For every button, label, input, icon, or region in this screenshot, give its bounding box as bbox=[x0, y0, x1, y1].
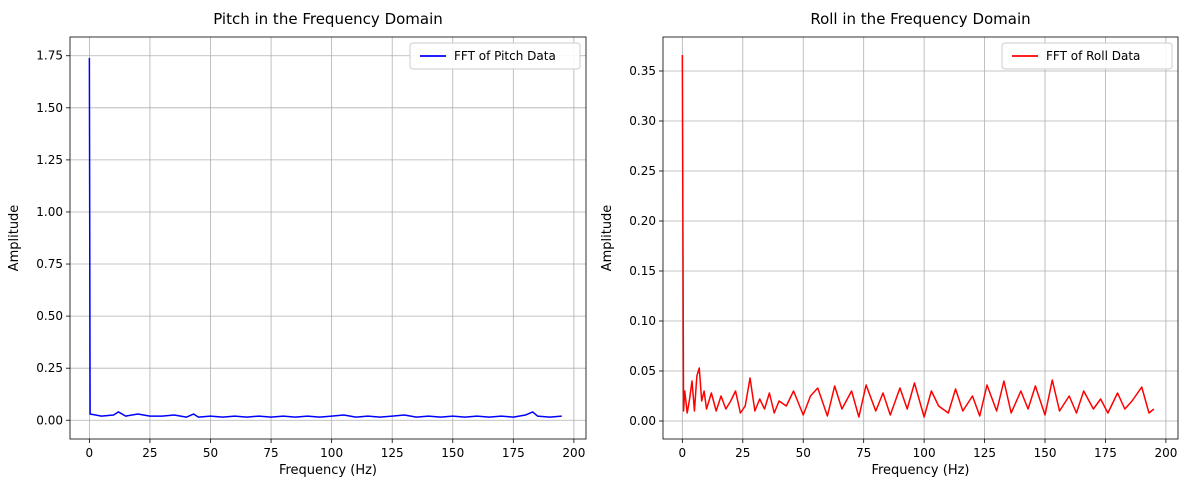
x-tick-label-0: 0 bbox=[679, 446, 687, 460]
x-tick-label-3: 75 bbox=[856, 446, 871, 460]
y-tick-label-5: 0.25 bbox=[629, 164, 656, 178]
y-tick-label-4: 1.00 bbox=[36, 205, 63, 219]
series-line-0 bbox=[681, 54, 1155, 418]
y-tick-label-3: 0.15 bbox=[629, 264, 656, 278]
chart-panels: 0 25 50 75 100 125 150 175 200 0.00 0.25 0.50 0.75 1.… bbox=[7, 10, 1179, 478]
x-tick-label-2: 50 bbox=[203, 446, 218, 460]
x-tick-label-8: 200 bbox=[1154, 446, 1177, 460]
x-tick-label-5: 125 bbox=[381, 446, 404, 460]
y-tick-label-6: 1.50 bbox=[36, 101, 63, 115]
y-tick-label-1: 0.25 bbox=[36, 361, 63, 375]
legend-label: FFT of Pitch Data bbox=[454, 49, 556, 63]
x-tick-label-2: 50 bbox=[796, 446, 811, 460]
chart-1: 0 25 50 75 100 125 150 175 200 0.00 0.05 0.10 0.15 0.… bbox=[600, 10, 1179, 478]
x-tick-label-7: 175 bbox=[1094, 446, 1117, 460]
legend-box bbox=[409, 42, 581, 70]
y-tick-label-2: 0.10 bbox=[629, 314, 656, 328]
y-tick-label-7: 0.35 bbox=[629, 64, 656, 78]
x-tick-label-1: 25 bbox=[142, 446, 157, 460]
x-tick-label-5: 125 bbox=[973, 446, 996, 460]
chart-title: Roll in the Frequency Domain bbox=[810, 10, 1030, 28]
legend-box bbox=[1001, 42, 1173, 70]
axes-frame bbox=[662, 36, 1179, 440]
y-tick-label-2: 0.50 bbox=[36, 309, 63, 323]
y-tick-label-4: 0.20 bbox=[629, 214, 656, 228]
axes-frame bbox=[69, 36, 587, 440]
x-tick-label-7: 175 bbox=[502, 446, 525, 460]
y-tick-label-0: 0.00 bbox=[629, 414, 656, 428]
y-tick-label-1: 0.05 bbox=[629, 364, 656, 378]
y-tick-label-7: 1.75 bbox=[36, 49, 63, 63]
legend-label: FFT of Roll Data bbox=[1046, 49, 1140, 63]
x-tick-label-1: 25 bbox=[735, 446, 750, 460]
x-tick-label-8: 200 bbox=[562, 446, 585, 460]
x-axis-label: Frequency (Hz) bbox=[871, 463, 969, 478]
x-tick-label-6: 150 bbox=[1034, 446, 1057, 460]
y-axis-label: Amplitude bbox=[600, 205, 615, 272]
chart-title: Pitch in the Frequency Domain bbox=[213, 10, 443, 28]
y-tick-label-3: 0.75 bbox=[36, 257, 63, 271]
x-tick-label-4: 100 bbox=[320, 446, 343, 460]
y-tick-label-0: 0.00 bbox=[36, 413, 63, 427]
chart-0: 0 25 50 75 100 125 150 175 200 0.00 0.25 0.50 0.75 1.… bbox=[7, 10, 587, 478]
legend: FFT of Roll Data bbox=[1001, 42, 1173, 70]
x-tick-label-6: 150 bbox=[441, 446, 464, 460]
x-tick-label-0: 0 bbox=[86, 446, 94, 460]
y-tick-label-6: 0.30 bbox=[629, 114, 656, 128]
x-axis-label: Frequency (Hz) bbox=[279, 463, 377, 478]
legend: FFT of Pitch Data bbox=[409, 42, 581, 70]
series-line-0 bbox=[88, 57, 562, 418]
y-tick-label-5: 1.25 bbox=[36, 153, 63, 167]
x-tick-label-4: 100 bbox=[913, 446, 936, 460]
y-axis-label: Amplitude bbox=[7, 205, 22, 272]
x-tick-label-3: 75 bbox=[263, 446, 278, 460]
